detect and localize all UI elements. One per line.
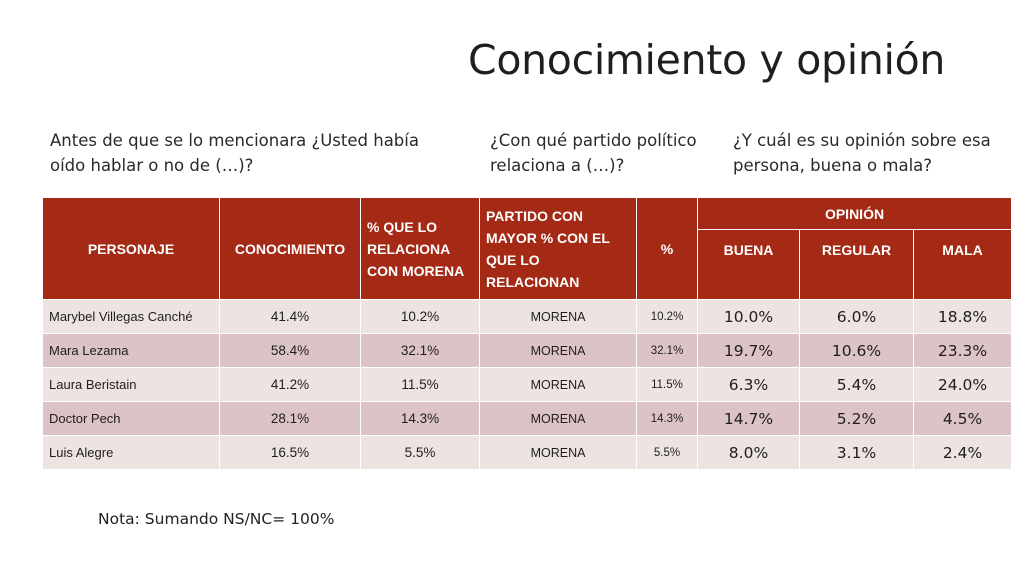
cell-conocimiento: 28.1% — [219, 401, 361, 436]
cell-conocimiento: 16.5% — [219, 435, 361, 470]
cell-buena: 14.7% — [697, 401, 800, 436]
cell-relaciona: 5.5% — [360, 435, 480, 470]
cell-personaje: Doctor Pech — [42, 401, 220, 436]
header-opinion: OPINIÓN — [696, 197, 1013, 230]
cell-mala: 24.0% — [912, 367, 1013, 402]
header-relaciona-morena: % QUE LO RELACIONA CON MORENA — [360, 197, 480, 300]
cell-relaciona: 14.3% — [360, 401, 480, 436]
cell-relaciona: 10.2% — [360, 299, 480, 334]
cell-partido: MORENA — [479, 333, 637, 368]
table-row: Mara Lezama 58.4% 32.1% MORENA 32.1% 19.… — [42, 333, 1013, 368]
question-opinion: ¿Y cuál es su opinión sobre esa persona,… — [733, 131, 991, 175]
cell-pct: 10.2% — [636, 299, 698, 334]
cell-personaje: Laura Beristain — [42, 367, 220, 402]
cell-conocimiento: 41.2% — [219, 367, 361, 402]
cell-mala: 2.4% — [912, 435, 1013, 470]
header-partido: PARTIDO CON MAYOR % CON EL QUE LO RELACI… — [479, 197, 637, 300]
cell-partido: MORENA — [479, 299, 637, 334]
results-table: PERSONAJE CONOCIMIENTO % QUE LO RELACION… — [42, 197, 1013, 470]
cell-buena: 19.7% — [697, 333, 800, 368]
cell-partido: MORENA — [479, 401, 637, 436]
question-conocimiento: Antes de que se lo mencionara ¿Usted hab… — [50, 131, 419, 175]
question-partido: ¿Con qué partido político relaciona a (…… — [490, 131, 697, 175]
cell-buena: 10.0% — [697, 299, 800, 334]
cell-buena: 8.0% — [697, 435, 800, 470]
cell-pct: 32.1% — [636, 333, 698, 368]
cell-conocimiento: 41.4% — [219, 299, 361, 334]
cell-partido: MORENA — [479, 435, 637, 470]
header-mala: MALA — [912, 229, 1013, 300]
cell-regular: 3.1% — [799, 435, 914, 470]
header-regular: REGULAR — [799, 229, 914, 300]
header-personaje: PERSONAJE — [42, 197, 220, 300]
header-buena: BUENA — [697, 229, 800, 300]
cell-conocimiento: 58.4% — [219, 333, 361, 368]
cell-pct: 5.5% — [636, 435, 698, 470]
cell-partido: MORENA — [479, 367, 637, 402]
table-row: Luis Alegre 16.5% 5.5% MORENA 5.5% 8.0% … — [42, 435, 1013, 470]
table-row: Marybel Villegas Canché 41.4% 10.2% MORE… — [42, 299, 1013, 334]
cell-mala: 23.3% — [912, 333, 1013, 368]
cell-personaje: Marybel Villegas Canché — [42, 299, 220, 334]
cell-mala: 18.8% — [912, 299, 1013, 334]
table-row: Doctor Pech 28.1% 14.3% MORENA 14.3% 14.… — [42, 401, 1013, 436]
cell-personaje: Luis Alegre — [42, 435, 220, 470]
cell-pct: 14.3% — [636, 401, 698, 436]
cell-pct: 11.5% — [636, 367, 698, 402]
cell-personaje: Mara Lezama — [42, 333, 220, 368]
cell-regular: 10.6% — [799, 333, 914, 368]
cell-mala: 4.5% — [912, 401, 1013, 436]
cell-relaciona: 32.1% — [360, 333, 480, 368]
cell-regular: 5.4% — [799, 367, 914, 402]
cell-buena: 6.3% — [697, 367, 800, 402]
header-conocimiento: CONOCIMIENTO — [219, 197, 361, 300]
page-title: Conocimiento y opinión — [468, 36, 946, 84]
footnote: Nota: Sumando NS/NC= 100% — [98, 510, 335, 528]
header-pct: % — [636, 197, 698, 300]
cell-regular: 6.0% — [799, 299, 914, 334]
table-row: Laura Beristain 41.2% 11.5% MORENA 11.5%… — [42, 367, 1013, 402]
cell-relaciona: 11.5% — [360, 367, 480, 402]
cell-regular: 5.2% — [799, 401, 914, 436]
